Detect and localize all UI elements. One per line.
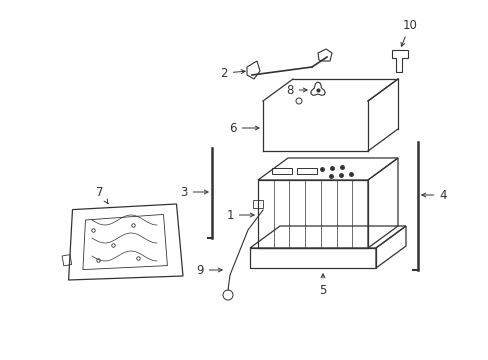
Text: 4: 4 [421,189,446,202]
Bar [271,168,291,174]
Text: 3: 3 [180,185,208,198]
Text: 7: 7 [96,185,108,204]
Bar [62,255,72,266]
Bar [296,168,316,174]
Text: 8: 8 [286,84,306,96]
Text: 1: 1 [226,208,254,221]
Text: 10: 10 [400,18,417,46]
Text: 5: 5 [319,274,326,297]
Text: 9: 9 [196,264,222,276]
Bar [252,200,263,208]
Text: 6: 6 [229,122,259,135]
Text: 2: 2 [220,67,244,80]
